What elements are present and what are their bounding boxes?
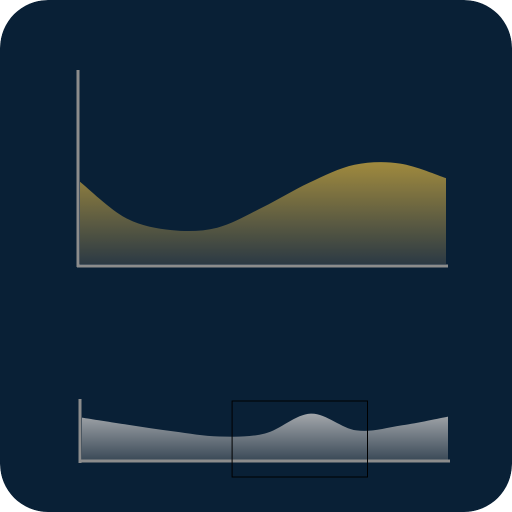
range-selection-window: [231, 400, 368, 478]
navigator-area-chart: [78, 399, 450, 478]
navigator-area-series: [82, 413, 448, 460]
main-chart-area-series: [80, 162, 446, 264]
main-area-chart: [76, 70, 448, 268]
